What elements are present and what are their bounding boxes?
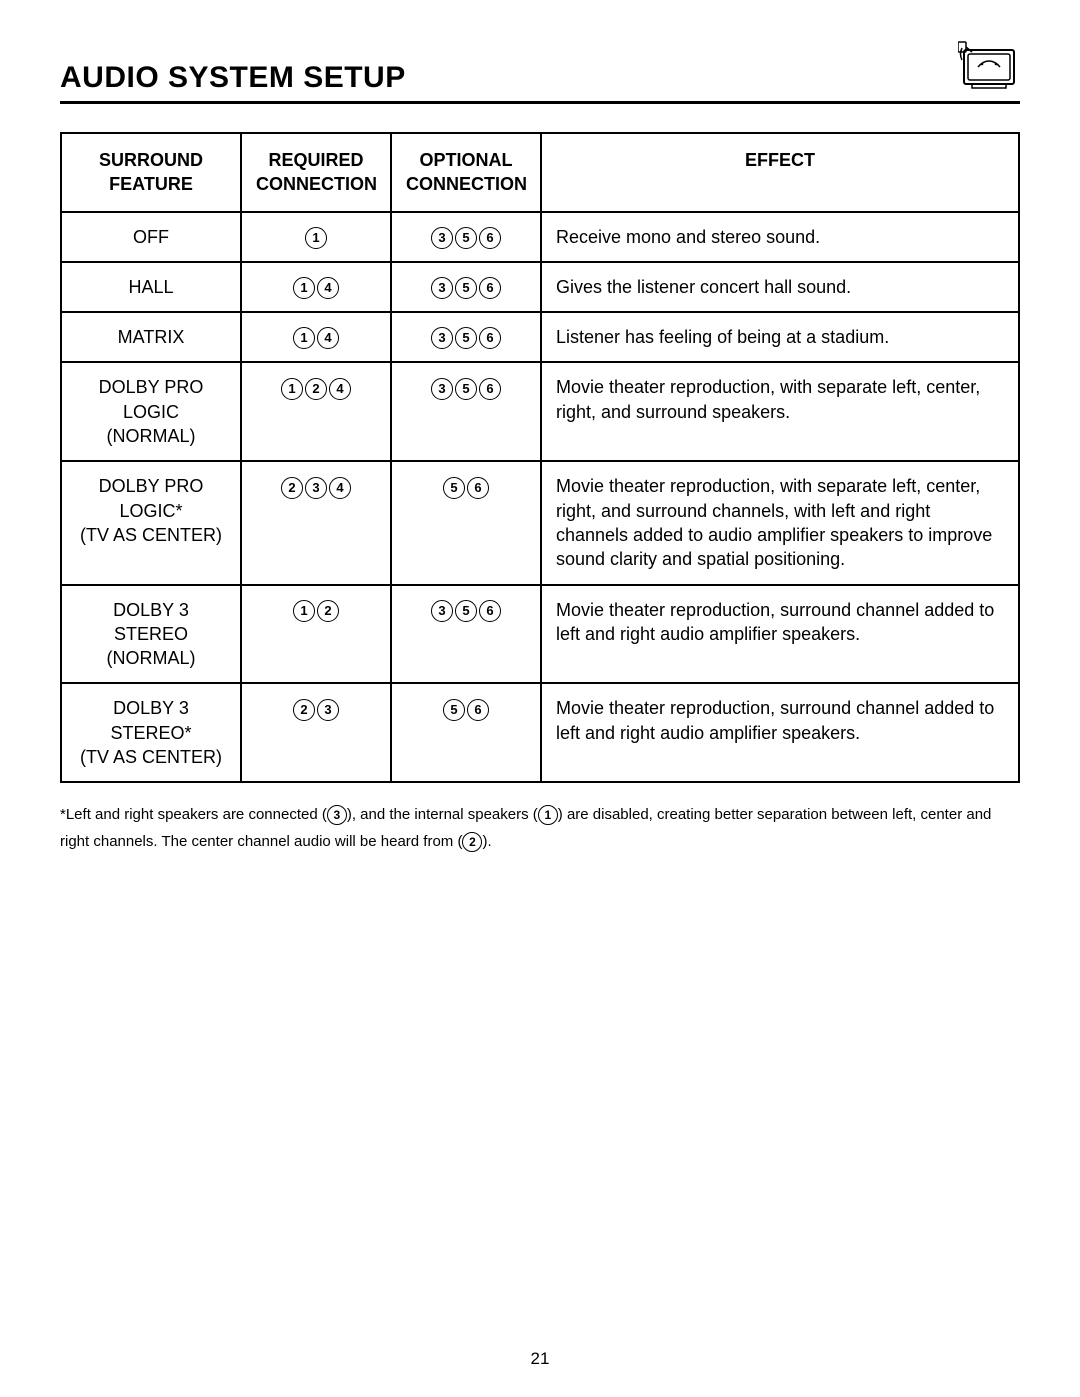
- table-row: DOLBY 3 STEREO(NORMAL)12356Movie theater…: [61, 585, 1019, 684]
- effect-cell: Receive mono and stereo sound.: [541, 212, 1019, 262]
- footnote: *Left and right speakers are connected (…: [60, 801, 1020, 855]
- table-row: DOLBY PRO LOGIC*(TV AS CENTER)23456Movie…: [61, 461, 1019, 584]
- feature-cell: DOLBY PRO LOGIC*(TV AS CENTER): [61, 461, 241, 584]
- circled-number-icon: 5: [455, 600, 477, 622]
- circled-number-icon: 5: [455, 277, 477, 299]
- optional-cell: 356: [391, 585, 541, 684]
- circled-number-icon: 6: [479, 600, 501, 622]
- optional-cell: 56: [391, 683, 541, 782]
- effect-cell: Listener has feeling of being at a stadi…: [541, 312, 1019, 362]
- required-cell: 14: [241, 312, 391, 362]
- circled-number-icon: 1: [293, 600, 315, 622]
- table-header-row: SURROUND FEATURE REQUIRED CONNECTION OPT…: [61, 133, 1019, 212]
- optional-cell: 56: [391, 461, 541, 584]
- circled-number-icon: 6: [479, 378, 501, 400]
- surround-table: SURROUND FEATURE REQUIRED CONNECTION OPT…: [60, 132, 1020, 783]
- circled-number-icon: 5: [455, 227, 477, 249]
- col-header-feature: SURROUND FEATURE: [61, 133, 241, 212]
- tv-icon: [958, 40, 1020, 95]
- circled-number-icon: 5: [455, 378, 477, 400]
- col-header-optional: OPTIONAL CONNECTION: [391, 133, 541, 212]
- table-row: OFF1356Receive mono and stereo sound.: [61, 212, 1019, 262]
- col-header-required: REQUIRED CONNECTION: [241, 133, 391, 212]
- feature-cell: OFF: [61, 212, 241, 262]
- circled-number-icon: 3: [305, 477, 327, 499]
- circled-number-icon: 4: [317, 277, 339, 299]
- optional-cell: 356: [391, 212, 541, 262]
- circled-number-icon: 3: [431, 277, 453, 299]
- col-header-effect: EFFECT: [541, 133, 1019, 212]
- page: AUDIO SYSTEM SETUP SURROUND FEATURE REQU…: [0, 0, 1080, 1397]
- circled-number-icon: 3: [317, 699, 339, 721]
- circled-number-icon: 1: [538, 805, 558, 825]
- table-row: DOLBY PRO LOGIC(NORMAL)124356Movie theat…: [61, 362, 1019, 461]
- circled-number-icon: 4: [329, 477, 351, 499]
- circled-number-icon: 4: [317, 327, 339, 349]
- circled-number-icon: 1: [281, 378, 303, 400]
- effect-cell: Movie theater reproduction, with separat…: [541, 362, 1019, 461]
- header-row: AUDIO SYSTEM SETUP: [60, 40, 1020, 104]
- circled-number-icon: 2: [317, 600, 339, 622]
- circled-number-icon: 1: [305, 227, 327, 249]
- circled-number-icon: 2: [281, 477, 303, 499]
- table-row: DOLBY 3 STEREO*(TV AS CENTER)2356Movie t…: [61, 683, 1019, 782]
- page-title: AUDIO SYSTEM SETUP: [60, 61, 406, 95]
- effect-cell: Movie theater reproduction, with separat…: [541, 461, 1019, 584]
- circled-number-icon: 3: [431, 327, 453, 349]
- required-cell: 12: [241, 585, 391, 684]
- required-cell: 1: [241, 212, 391, 262]
- circled-number-icon: 2: [293, 699, 315, 721]
- circled-number-icon: 1: [293, 277, 315, 299]
- circled-number-icon: 5: [455, 327, 477, 349]
- effect-cell: Gives the listener concert hall sound.: [541, 262, 1019, 312]
- feature-cell: DOLBY 3 STEREO(NORMAL): [61, 585, 241, 684]
- required-cell: 234: [241, 461, 391, 584]
- optional-cell: 356: [391, 312, 541, 362]
- circled-number-icon: 4: [329, 378, 351, 400]
- circled-number-icon: 3: [327, 805, 347, 825]
- circled-number-icon: 1: [293, 327, 315, 349]
- effect-cell: Movie theater reproduction, surround cha…: [541, 585, 1019, 684]
- circled-number-icon: 6: [479, 227, 501, 249]
- page-number: 21: [0, 1349, 1080, 1369]
- feature-cell: DOLBY PRO LOGIC(NORMAL): [61, 362, 241, 461]
- circled-number-icon: 5: [443, 477, 465, 499]
- circled-number-icon: 6: [479, 327, 501, 349]
- circled-number-icon: 6: [479, 277, 501, 299]
- required-cell: 23: [241, 683, 391, 782]
- table-row: HALL14356Gives the listener concert hall…: [61, 262, 1019, 312]
- circled-number-icon: 2: [305, 378, 327, 400]
- feature-cell: DOLBY 3 STEREO*(TV AS CENTER): [61, 683, 241, 782]
- required-cell: 124: [241, 362, 391, 461]
- circled-number-icon: 6: [467, 477, 489, 499]
- circled-number-icon: 3: [431, 378, 453, 400]
- circled-number-icon: 3: [431, 600, 453, 622]
- table-row: MATRIX14356Listener has feeling of being…: [61, 312, 1019, 362]
- optional-cell: 356: [391, 362, 541, 461]
- circled-number-icon: 2: [462, 832, 482, 852]
- feature-cell: MATRIX: [61, 312, 241, 362]
- required-cell: 14: [241, 262, 391, 312]
- effect-cell: Movie theater reproduction, surround cha…: [541, 683, 1019, 782]
- circled-number-icon: 3: [431, 227, 453, 249]
- circled-number-icon: 6: [467, 699, 489, 721]
- circled-number-icon: 5: [443, 699, 465, 721]
- feature-cell: HALL: [61, 262, 241, 312]
- optional-cell: 356: [391, 262, 541, 312]
